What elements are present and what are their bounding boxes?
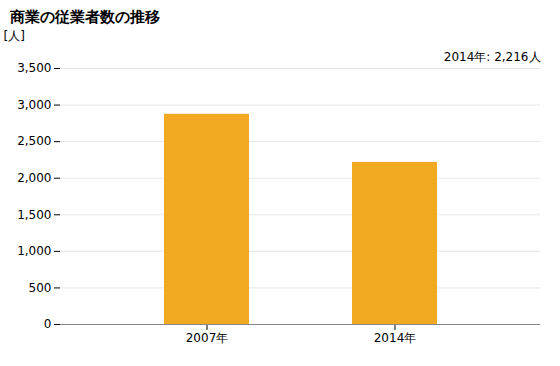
svg-text:0: 0 <box>44 317 52 331</box>
svg-text:[人]: [人] <box>4 29 25 43</box>
svg-text:1,000: 1,000 <box>17 244 51 258</box>
svg-text:3,000: 3,000 <box>17 98 51 112</box>
svg-text:2014年: 2,216人: 2014年: 2,216人 <box>444 50 541 64</box>
html-text:商業の従業者数の推移: 商業の従業者数の推移 <box>10 8 160 26</box>
svg-text:2,500: 2,500 <box>17 134 51 148</box>
svg-text:2007年: 2007年 <box>186 331 229 345</box>
svg-text:3,500: 3,500 <box>17 61 51 75</box>
svg-text:2,000: 2,000 <box>17 171 51 185</box>
svg-text:2014年: 2014年 <box>374 331 417 345</box>
svg-text:500: 500 <box>29 281 52 295</box>
svg-text:1,500: 1,500 <box>17 208 51 222</box>
